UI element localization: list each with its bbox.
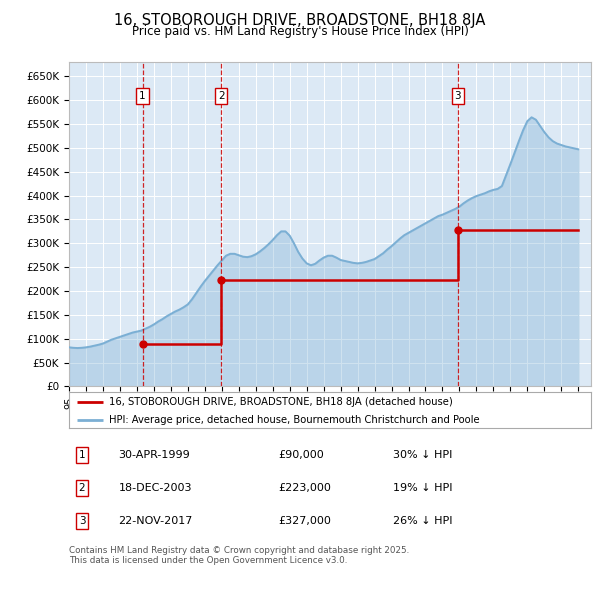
Text: 22-NOV-2017: 22-NOV-2017: [119, 516, 193, 526]
Text: 30-APR-1999: 30-APR-1999: [119, 450, 190, 460]
Text: 19% ↓ HPI: 19% ↓ HPI: [392, 483, 452, 493]
Text: 2: 2: [79, 483, 85, 493]
Text: Price paid vs. HM Land Registry's House Price Index (HPI): Price paid vs. HM Land Registry's House …: [131, 25, 469, 38]
Text: 3: 3: [454, 91, 461, 101]
Text: 1: 1: [139, 91, 146, 101]
Text: Contains HM Land Registry data © Crown copyright and database right 2025.
This d: Contains HM Land Registry data © Crown c…: [69, 546, 409, 565]
Text: 1: 1: [79, 450, 85, 460]
Text: 30% ↓ HPI: 30% ↓ HPI: [392, 450, 452, 460]
Text: £327,000: £327,000: [278, 516, 331, 526]
Text: HPI: Average price, detached house, Bournemouth Christchurch and Poole: HPI: Average price, detached house, Bour…: [109, 415, 480, 425]
Text: £223,000: £223,000: [278, 483, 331, 493]
Text: 18-DEC-2003: 18-DEC-2003: [119, 483, 192, 493]
Text: £90,000: £90,000: [278, 450, 323, 460]
Text: 16, STOBOROUGH DRIVE, BROADSTONE, BH18 8JA (detached house): 16, STOBOROUGH DRIVE, BROADSTONE, BH18 8…: [109, 397, 453, 407]
Text: 2: 2: [218, 91, 224, 101]
Text: 16, STOBOROUGH DRIVE, BROADSTONE, BH18 8JA: 16, STOBOROUGH DRIVE, BROADSTONE, BH18 8…: [115, 13, 485, 28]
Text: 26% ↓ HPI: 26% ↓ HPI: [392, 516, 452, 526]
Text: 3: 3: [79, 516, 85, 526]
